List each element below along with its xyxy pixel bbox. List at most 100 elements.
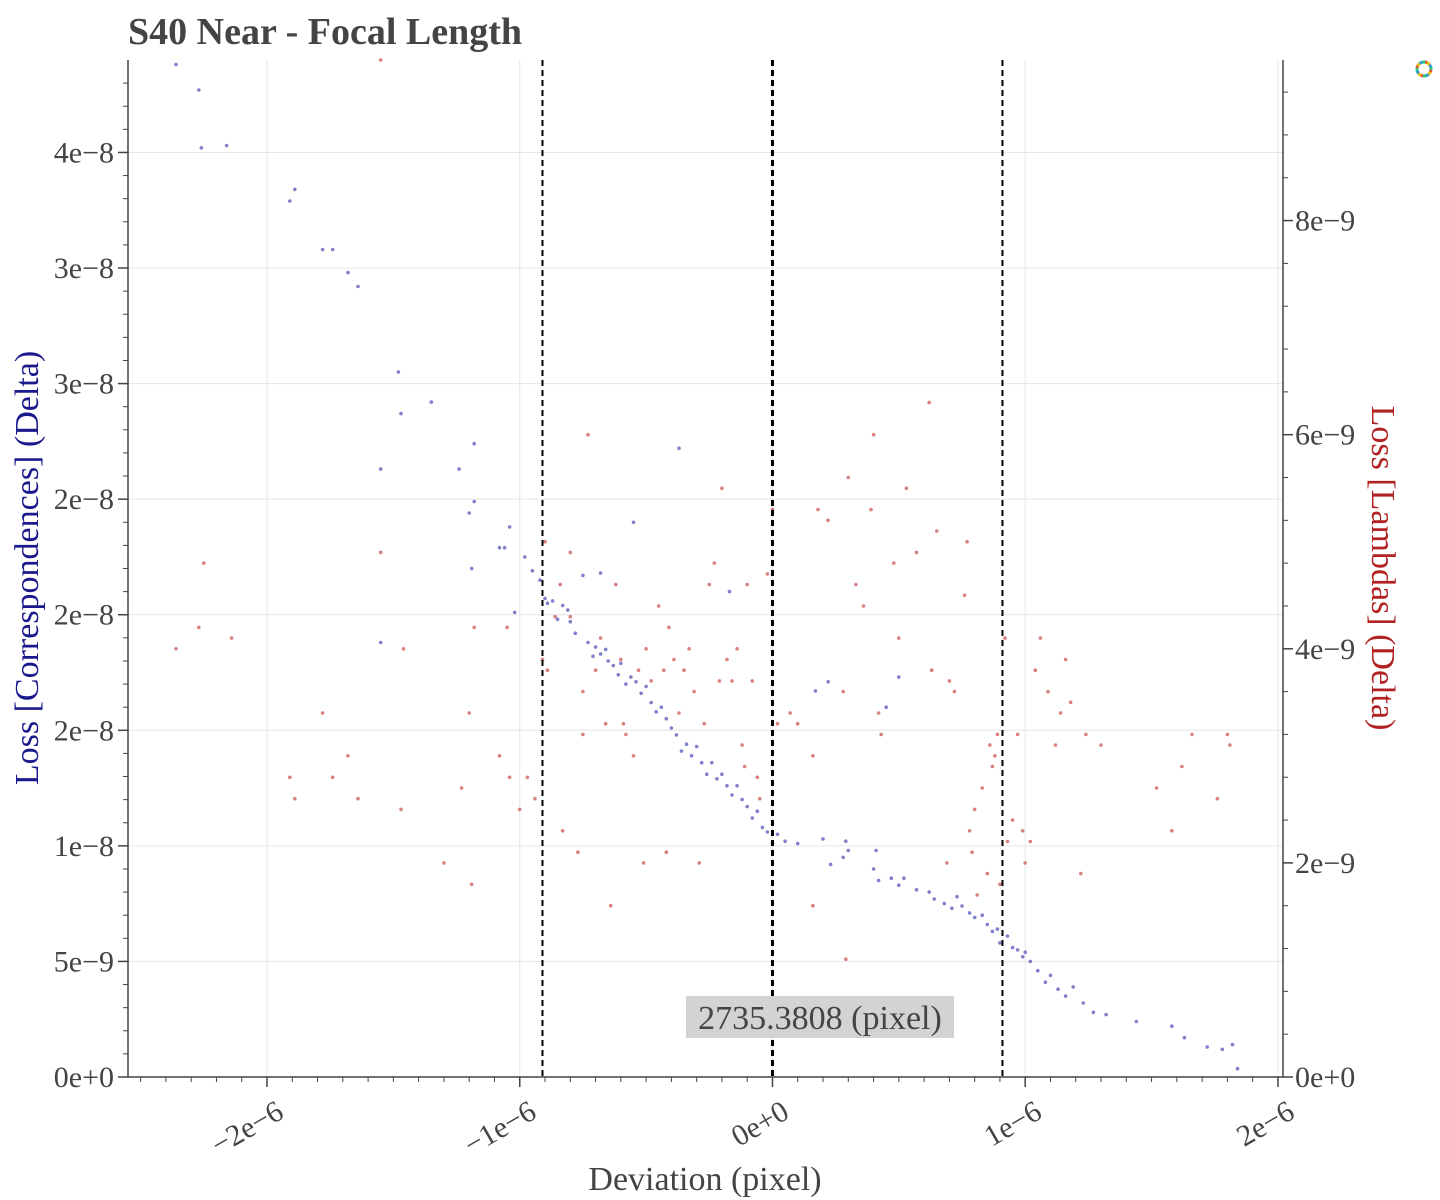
lambdas-point [1063,657,1068,662]
correspondences-point [902,876,906,880]
lambdas-point [672,657,676,662]
lambdas-point [869,507,873,512]
lambdas-point [568,550,573,555]
lambdas-point [320,711,325,715]
lambdas-point [755,775,760,780]
lambdas-point [631,754,636,758]
lambdas-point [229,636,234,640]
lambdas-point [356,796,360,801]
lambdas-point [576,850,580,854]
correspondences-point [199,146,204,150]
correspondences-point [775,832,780,837]
correspondences-point [710,760,714,765]
lambdas-point [879,732,883,737]
lambdas-point [1225,732,1230,737]
correspondences-point [995,927,1000,931]
correspondences-point [727,589,732,594]
correspondences-point [1134,1019,1139,1024]
lambdas-point [442,861,446,865]
correspondences-point [429,400,434,404]
lambdas-point [558,582,562,587]
axes [118,60,1293,1087]
correspondences-point [955,894,959,899]
correspondences-point [826,680,830,684]
lambdas-point [980,786,984,790]
correspondences-point [288,199,292,203]
lambdas-point [811,754,815,758]
lambdas-point [720,486,724,491]
correspondences-point [1020,955,1025,959]
lambdas-point [603,721,608,726]
correspondences-point [472,499,477,504]
lambdas-point [730,679,734,683]
correspondences-point [598,652,603,656]
lambdas-point [904,486,909,491]
correspondences-point [467,511,472,515]
lambdas-point [962,593,967,598]
correspondences-point [871,867,876,871]
lambdas-point [929,668,934,672]
lambdas-point [614,582,618,587]
correspondences-point [740,797,744,802]
lambdas-point [1020,829,1025,833]
correspondences-point [502,545,507,550]
correspondences-point [720,772,724,776]
correspondences-point [884,705,888,709]
correspondences-point [550,599,555,603]
lambdas-point [1190,732,1194,737]
correspondences-point [705,772,709,776]
lambdas-point [682,668,686,672]
correspondences-point [735,784,739,788]
correspondences-point [616,673,621,677]
lambdas-point [965,539,969,544]
lambdas-point [621,721,626,726]
lambdas-point [952,689,957,694]
lambdas-point [459,786,464,790]
correspondences-point [399,411,403,416]
correspondences-point [841,855,845,860]
y-right-tick-label: 2e−9 [1295,847,1355,880]
lambdas-point [995,732,1000,737]
lambdas-point [740,743,744,747]
lambdas-point [935,529,939,533]
correspondences-point [603,647,608,652]
lambdas-point [1228,743,1232,747]
lambdas-point [687,647,691,651]
lambdas-point [993,754,997,758]
lambdas-point [892,561,896,565]
logo-icon[interactable] [1415,60,1433,78]
y-left-tick-label: 2e−8 [54,483,114,516]
y-right-tick-label: 4e−9 [1295,633,1355,666]
correspondences-point [874,848,878,853]
correspondences-point [972,915,977,920]
correspondences-point [659,705,664,709]
correspondences-point [715,777,719,781]
lambdas-point [972,807,977,812]
correspondences-point [1205,1045,1209,1049]
correspondences-point [813,689,818,693]
correspondences-point [346,270,350,275]
lambdas-point [707,582,712,587]
correspondences-point [197,88,201,92]
lambdas-point [1023,861,1027,865]
lambdas-point [608,903,613,908]
correspondences-point [581,573,585,578]
correspondences-point [523,555,527,559]
lambdas-point [560,829,565,833]
lambdas-point [854,582,858,587]
correspondences-point [1028,959,1033,964]
correspondences-point [1015,948,1020,952]
lambdas-point [581,732,585,737]
correspondences-point [378,467,383,471]
lambdas-point [988,743,992,747]
correspondences-point [1104,1012,1108,1017]
lambdas-point [662,668,666,672]
lambdas-point [202,561,206,565]
y-right-tick-label: 8e−9 [1295,205,1355,238]
correspondences-point [1235,1066,1240,1071]
correspondences-point [568,619,573,624]
lambdas-point [1033,668,1038,672]
lambdas-point [636,668,641,672]
correspondences-point [679,749,684,753]
correspondences-point [497,545,502,550]
